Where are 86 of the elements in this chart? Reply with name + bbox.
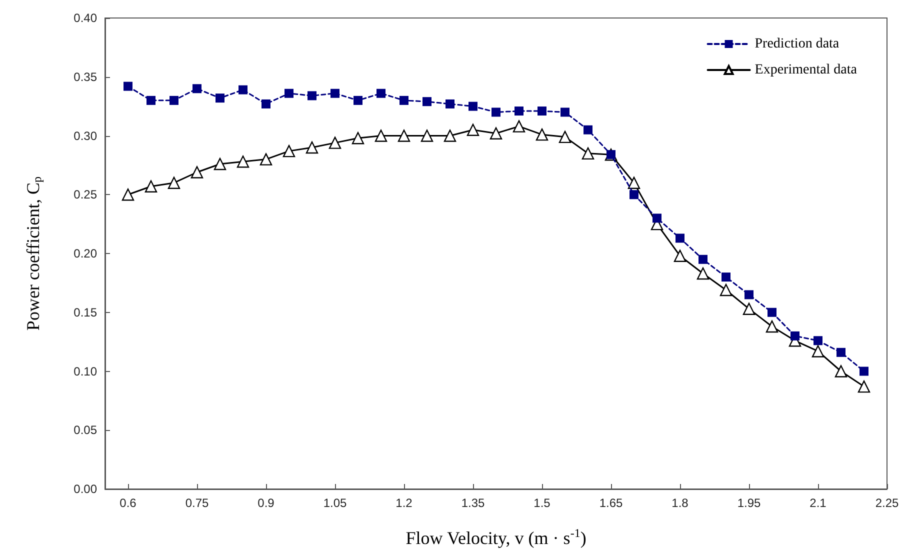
point bbox=[766, 320, 778, 333]
y-tick-label: 0.25 bbox=[74, 188, 98, 202]
y-tick-label: 0.20 bbox=[74, 246, 98, 260]
point bbox=[282, 144, 296, 158]
point bbox=[444, 130, 456, 142]
point bbox=[696, 267, 710, 280]
point bbox=[400, 96, 408, 105]
x-tick-label: 1.35 bbox=[461, 496, 485, 510]
x-tick-label: 1.05 bbox=[323, 496, 347, 510]
x-tick-label: 0.6 bbox=[120, 496, 137, 510]
point bbox=[512, 120, 526, 132]
point bbox=[214, 158, 226, 170]
point bbox=[446, 99, 454, 108]
point bbox=[330, 88, 340, 98]
y-tick-label: 0.10 bbox=[74, 364, 98, 378]
point bbox=[742, 302, 756, 315]
x-tick-label: 2.1 bbox=[810, 496, 827, 510]
point bbox=[538, 106, 546, 116]
point bbox=[676, 234, 684, 243]
point bbox=[858, 380, 870, 393]
point bbox=[836, 348, 846, 357]
point bbox=[558, 130, 572, 144]
point bbox=[374, 130, 388, 142]
y-tick-label: 0.30 bbox=[74, 128, 98, 143]
point bbox=[492, 108, 500, 117]
point bbox=[628, 176, 640, 189]
legend-label: Experimental data bbox=[754, 62, 858, 78]
x-tick-label: 2.25 bbox=[875, 496, 899, 510]
x-tick-label: 1.2 bbox=[396, 496, 413, 510]
point bbox=[328, 136, 342, 149]
point bbox=[860, 366, 868, 376]
point bbox=[420, 130, 434, 142]
point bbox=[260, 153, 272, 166]
point bbox=[814, 336, 822, 346]
point bbox=[514, 106, 524, 116]
point bbox=[124, 82, 132, 91]
point bbox=[630, 190, 638, 200]
point bbox=[468, 102, 478, 111]
point bbox=[582, 147, 594, 160]
point bbox=[284, 88, 294, 98]
y-axis-title: Power coefficient, Cp bbox=[23, 176, 44, 331]
point bbox=[674, 250, 686, 262]
x-tick-label: 0.9 bbox=[258, 496, 275, 510]
point bbox=[466, 124, 480, 136]
point bbox=[144, 180, 158, 192]
point bbox=[376, 88, 386, 98]
point bbox=[584, 125, 592, 134]
point bbox=[560, 108, 570, 117]
x-tick-label: 0.75 bbox=[185, 496, 209, 510]
point bbox=[722, 272, 730, 282]
point bbox=[720, 284, 732, 296]
y-tick-label: 0.00 bbox=[74, 482, 98, 496]
point bbox=[146, 96, 156, 105]
point bbox=[768, 308, 776, 317]
point bbox=[652, 214, 662, 223]
point bbox=[192, 84, 202, 94]
point bbox=[262, 99, 270, 108]
point bbox=[354, 96, 362, 105]
point bbox=[536, 128, 548, 141]
point bbox=[170, 96, 178, 105]
point bbox=[490, 127, 502, 140]
point bbox=[698, 254, 708, 264]
point bbox=[834, 365, 848, 378]
y-tick-label: 0.05 bbox=[74, 423, 98, 438]
x-tick-label: 1.8 bbox=[672, 496, 689, 510]
point bbox=[122, 188, 134, 201]
x-tick-label: 1.5 bbox=[534, 496, 551, 510]
y-tick-label: 0.40 bbox=[74, 11, 98, 25]
point bbox=[398, 130, 410, 142]
y-tick-label: 0.15 bbox=[74, 305, 98, 320]
point bbox=[238, 85, 248, 94]
point bbox=[812, 345, 824, 358]
point bbox=[744, 290, 754, 300]
point bbox=[790, 331, 800, 340]
point bbox=[216, 94, 224, 103]
legend-label: Prediction data bbox=[754, 36, 840, 52]
point bbox=[306, 141, 318, 154]
point bbox=[190, 166, 204, 178]
x-tick-label: 1.95 bbox=[737, 496, 761, 510]
point bbox=[236, 156, 250, 168]
x-tick-label: 1.65 bbox=[599, 496, 623, 510]
y-tick-label: 0.35 bbox=[74, 70, 98, 84]
point bbox=[352, 132, 364, 144]
point bbox=[422, 97, 432, 106]
point bbox=[168, 176, 180, 189]
point bbox=[308, 91, 316, 100]
